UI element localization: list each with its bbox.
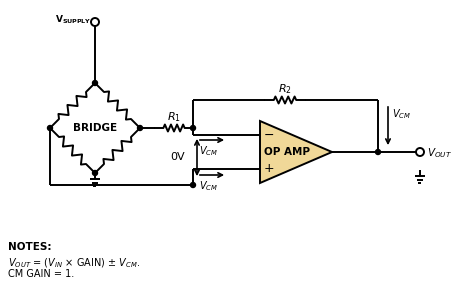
Text: BRIDGE: BRIDGE — [73, 123, 117, 133]
Circle shape — [137, 126, 143, 130]
Text: $V_{OUT}$: $V_{OUT}$ — [427, 146, 452, 160]
Text: $V_{CM}$: $V_{CM}$ — [199, 179, 218, 193]
Text: $R_1$: $R_1$ — [167, 110, 181, 124]
Text: −: − — [264, 129, 274, 142]
Circle shape — [191, 126, 195, 130]
Circle shape — [92, 170, 98, 176]
Text: $\mathbf{V_{SUPPLY}}$: $\mathbf{V_{SUPPLY}}$ — [55, 14, 91, 26]
Text: CM GAIN = 1.: CM GAIN = 1. — [8, 269, 74, 279]
Text: $V_{OUT}$ = ($V_{IN}$ × GAIN) ± $V_{CM}$.: $V_{OUT}$ = ($V_{IN}$ × GAIN) ± $V_{CM}$… — [8, 256, 140, 270]
Text: $R_2$: $R_2$ — [278, 82, 292, 96]
Text: OP AMP: OP AMP — [264, 147, 310, 157]
Text: NOTES:: NOTES: — [8, 242, 52, 252]
Circle shape — [191, 182, 195, 188]
Polygon shape — [260, 121, 332, 183]
Circle shape — [92, 80, 98, 86]
Text: 0V: 0V — [170, 153, 185, 162]
Circle shape — [375, 150, 381, 154]
Text: $V_{CM}$: $V_{CM}$ — [199, 144, 218, 158]
Text: +: + — [264, 162, 274, 175]
Circle shape — [47, 126, 53, 130]
Text: $V_{CM}$: $V_{CM}$ — [392, 107, 411, 121]
